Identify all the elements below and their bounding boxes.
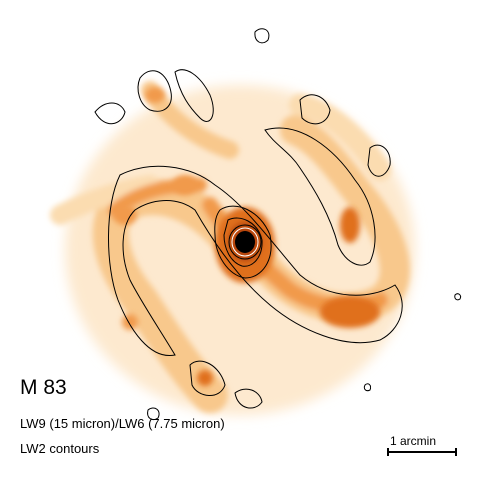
- nucleus: [228, 224, 262, 260]
- band-ratio-label: LW9 (15 micron)/LW6 (7.75 micron): [20, 416, 225, 431]
- contour-label: LW2 contours: [20, 441, 100, 456]
- object-name: M 83: [20, 376, 67, 399]
- scale-bar: [387, 448, 457, 456]
- lw2-contours: [94, 28, 461, 421]
- scale-bar-label: 1 arcmin: [390, 434, 437, 448]
